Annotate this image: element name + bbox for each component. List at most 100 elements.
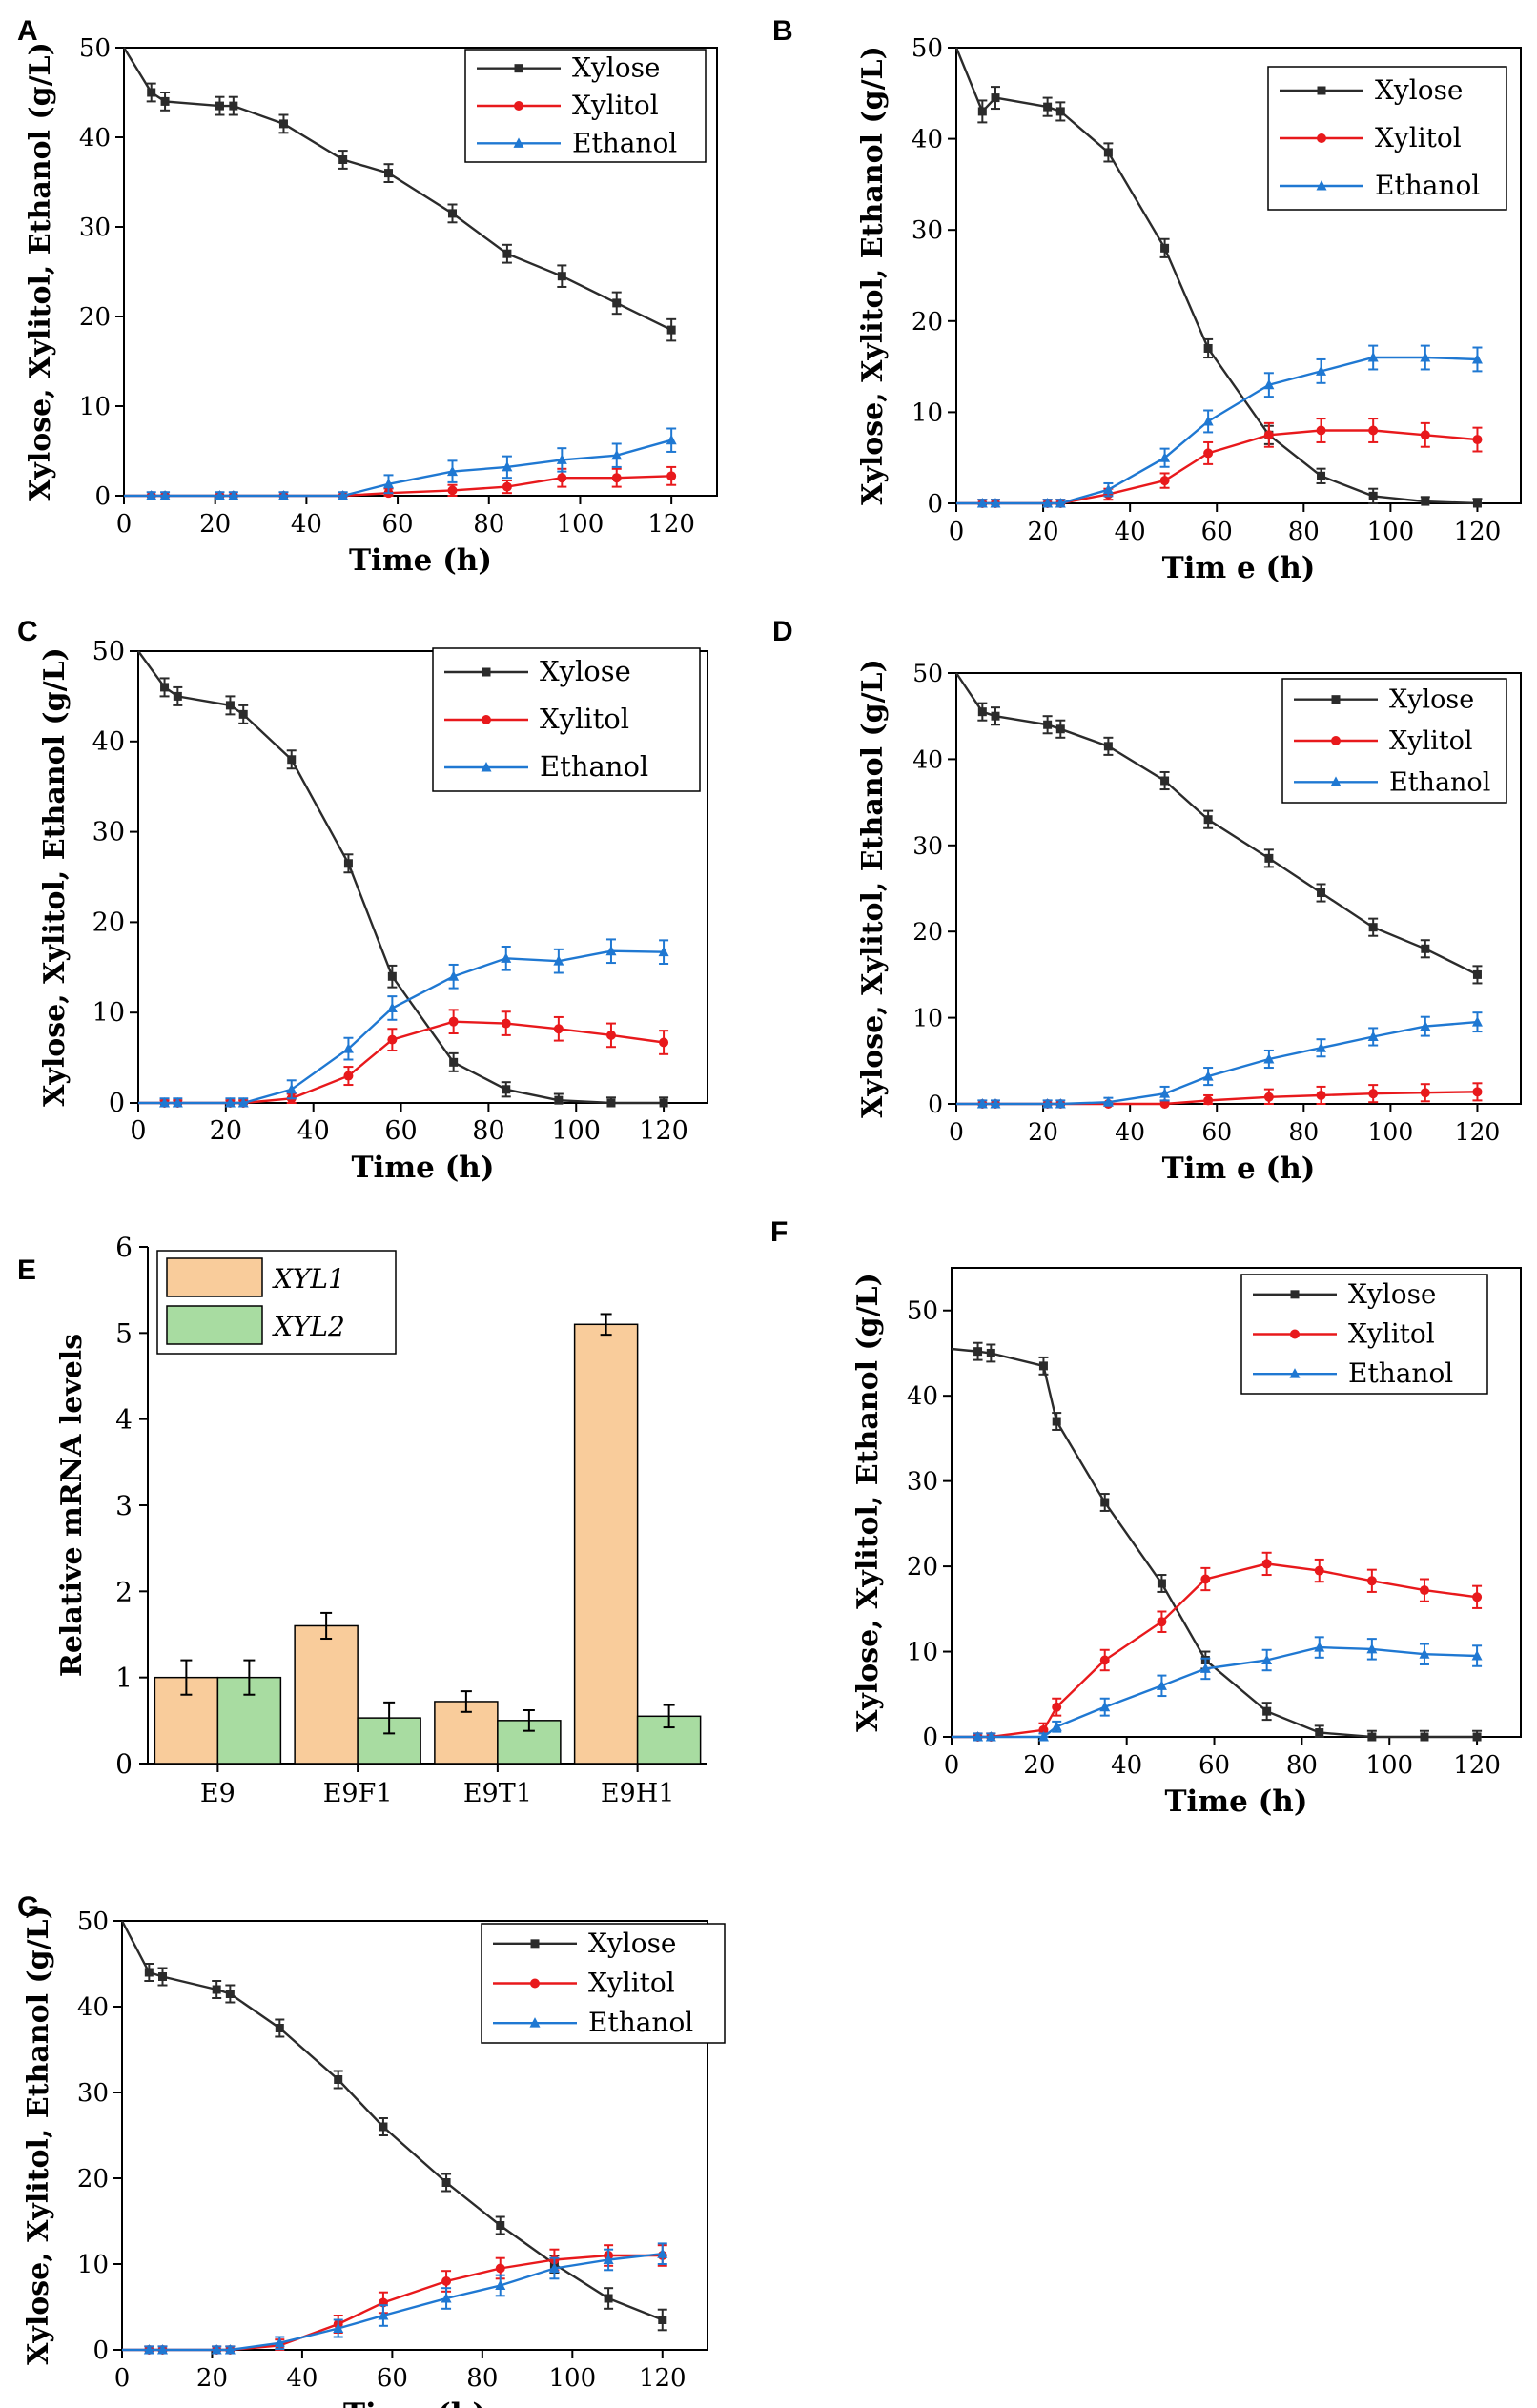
x-tick-label: 0 <box>949 1118 964 1146</box>
data-point <box>160 96 170 106</box>
data-point <box>157 2344 169 2355</box>
y-tick-label: 50 <box>907 1297 938 1326</box>
legend: Xylose Xylitol Ethanol <box>1267 66 1507 211</box>
data-point <box>611 473 622 483</box>
data-point <box>447 209 457 218</box>
series-line <box>956 1091 1478 1106</box>
data-point <box>990 498 1001 508</box>
legend-item-xyl1: XYL1 <box>166 1257 345 1297</box>
panel-d: D 0 20 40 60 80 100 120 0 10 20 30 40 50 Tim e (h) Xylo… <box>772 616 1522 1186</box>
data-point <box>342 1043 354 1053</box>
series-xylitol <box>138 1009 669 1108</box>
legend-item-xylose: Xylose <box>477 52 661 84</box>
y-tick-label: 30 <box>907 1468 938 1497</box>
data-point <box>159 1097 171 1108</box>
y-tick-label: 2 <box>115 1576 133 1607</box>
data-point <box>274 2337 285 2348</box>
x-tick-label: 100 <box>557 510 605 539</box>
y-axis-label: Xylose, Xylitol, Ethanol (g/L) <box>851 1273 885 1732</box>
series-xylitol <box>122 2244 667 2355</box>
x-tick-label: 120 <box>639 1116 688 1146</box>
data-point <box>1421 497 1430 506</box>
data-point <box>1055 1098 1066 1109</box>
panel-label: B <box>772 15 793 47</box>
data-point <box>143 2344 154 2355</box>
panel-label: D <box>772 616 793 647</box>
data-point <box>1160 776 1170 786</box>
data-point <box>605 1030 616 1040</box>
data-point <box>977 707 987 717</box>
y-tick-label: 1 <box>115 1663 133 1694</box>
data-point <box>448 970 460 981</box>
y-tick-label: 10 <box>79 393 111 421</box>
series-xylitol <box>956 418 1483 508</box>
data-point <box>1156 1680 1167 1690</box>
series-ethanol <box>124 427 677 500</box>
data-point <box>1471 353 1483 364</box>
x-axis-label: Time (h) <box>343 2398 486 2408</box>
data-point <box>334 2075 343 2084</box>
x-tick-label: 60 <box>1201 1118 1232 1146</box>
data-point <box>384 169 394 178</box>
data-point <box>1037 1731 1049 1742</box>
data-point <box>379 2122 388 2132</box>
data-point <box>214 490 225 500</box>
y-tick-label: 40 <box>92 727 125 757</box>
series-xylitol <box>952 1551 1483 1742</box>
data-point <box>986 1348 995 1357</box>
legend-marker <box>514 64 523 73</box>
legend-item-xylose: Xylose <box>1280 74 1464 106</box>
series-ethanol <box>138 938 669 1108</box>
data-point <box>1099 1655 1110 1665</box>
y-tick-label: 50 <box>912 34 943 63</box>
data-point <box>1203 1095 1214 1106</box>
legend-item-xylitol: Xylitol <box>1280 122 1462 153</box>
data-point <box>976 498 988 508</box>
data-point <box>386 1002 398 1012</box>
data-point <box>1159 452 1171 462</box>
data-point <box>224 2344 236 2355</box>
data-point <box>1314 1642 1325 1652</box>
x-tick-label: 40 <box>1111 1751 1142 1780</box>
legend-item-xylitol: Xylitol <box>477 90 659 121</box>
y-tick-label: 10 <box>907 1639 938 1667</box>
legend: Xylose Xylitol Ethanol <box>1240 1274 1488 1395</box>
y-axis-label: Xylose, Xylitol, Ethanol (g/L) <box>856 659 890 1118</box>
data-point <box>1203 815 1213 825</box>
data-point <box>603 2254 614 2264</box>
y-tick-label: 20 <box>79 303 111 332</box>
x-tick-label: 120 <box>1454 518 1502 546</box>
data-point <box>446 465 458 477</box>
y-tick-label: 0 <box>92 2337 109 2365</box>
data-point <box>1419 1585 1429 1596</box>
data-point <box>1472 1732 1482 1742</box>
series-xylose <box>137 650 669 1108</box>
legend-marker <box>1289 1368 1301 1378</box>
x-tick-label: 40 <box>286 2364 318 2393</box>
data-point <box>1315 1728 1324 1738</box>
legend-item-xylitol: Xylitol <box>1253 1318 1435 1350</box>
y-tick-label: 10 <box>77 2251 109 2279</box>
y-tick-label: 40 <box>77 1993 109 2022</box>
data-point <box>1038 1361 1048 1371</box>
x-tick-label: 100 <box>1368 1118 1414 1146</box>
series-ethanol <box>956 344 1483 508</box>
data-point <box>496 2221 505 2230</box>
data-point <box>611 449 623 460</box>
legend-item-xylitol: Xylitol <box>493 1968 675 1999</box>
legend-label: XYL2 <box>272 1311 345 1342</box>
y-tick-label: 40 <box>912 126 943 154</box>
data-point <box>275 2024 284 2032</box>
data-point <box>605 945 617 956</box>
x-tick-label: E9T1 <box>463 1779 532 1808</box>
data-point <box>1157 1579 1166 1588</box>
data-point <box>985 1731 996 1742</box>
data-point <box>144 1968 154 1977</box>
data-point <box>441 2293 452 2303</box>
data-point <box>1159 476 1170 486</box>
legend-label: Xylitol <box>572 90 659 121</box>
x-tick-label: 120 <box>647 510 695 539</box>
data-point <box>1472 969 1482 979</box>
legend-label: Xylitol <box>1375 122 1462 153</box>
x-tick-label: 0 <box>949 518 965 546</box>
